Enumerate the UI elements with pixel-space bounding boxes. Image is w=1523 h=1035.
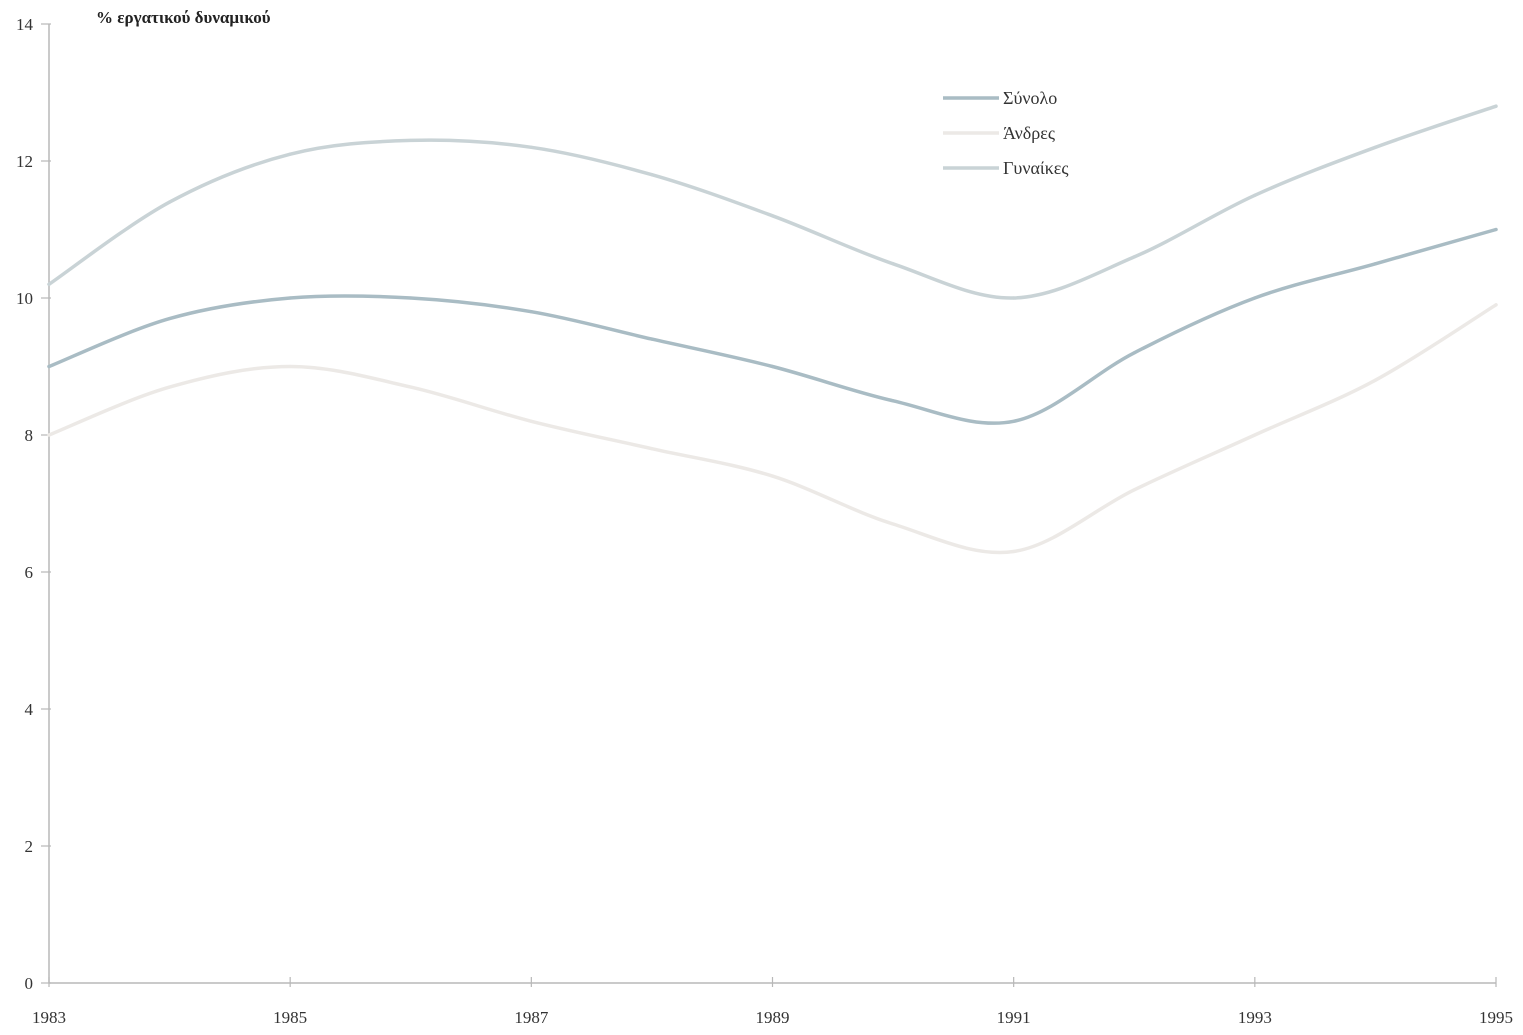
series-1-point <box>167 385 172 389</box>
series-1-line <box>47 303 1498 555</box>
y-tick-label: 0 <box>25 974 34 993</box>
y-tick-label: 2 <box>25 837 34 856</box>
series-0-point <box>47 364 51 369</box>
series-2-point <box>1373 145 1378 149</box>
series-0-point <box>529 310 533 314</box>
series-2-point <box>529 145 533 149</box>
x-tick-label: 1985 <box>273 1008 307 1027</box>
series-2-point <box>1012 296 1016 300</box>
legend: Σύνολο Άνδρες Γυναίκες <box>943 88 1069 178</box>
series-1-point <box>47 433 51 437</box>
series-1-point <box>891 522 895 526</box>
legend-label: Σύνολο <box>1003 88 1057 108</box>
x-tick-label: 1983 <box>32 1008 66 1027</box>
y-tick-label: 12 <box>16 152 33 171</box>
series-1-point <box>770 474 775 478</box>
series-0-point <box>650 337 654 341</box>
x-tick-label: 1987 <box>514 1008 549 1027</box>
series-1-point <box>409 385 413 389</box>
legend-label: Άνδρες <box>1003 123 1055 143</box>
series-0-point <box>167 316 172 321</box>
y-tick-label: 8 <box>25 426 34 445</box>
legend-label: Γυναίκες <box>1003 158 1069 178</box>
series-1-point <box>1132 488 1136 492</box>
series-2-point <box>47 282 51 286</box>
y-tick-label: 10 <box>16 289 33 308</box>
series-0-point <box>1132 351 1136 355</box>
series-2-line <box>47 104 1498 300</box>
series-0-point <box>1373 262 1378 266</box>
x-tick-label: 1993 <box>1238 1008 1272 1027</box>
series-0-point <box>288 296 292 300</box>
series-0-point <box>409 296 413 300</box>
series-1-point <box>288 364 292 369</box>
series-1-point <box>529 419 533 423</box>
series-2-point <box>1494 104 1498 108</box>
series-0-point <box>770 364 775 369</box>
y-tick-label: 14 <box>16 15 34 34</box>
series-0-point <box>891 399 895 403</box>
series-2-point <box>288 152 292 156</box>
series-2-point <box>409 138 413 143</box>
series-2-point <box>1132 255 1136 259</box>
series-layer <box>47 104 1498 555</box>
x-tick-label: 1995 <box>1479 1008 1513 1027</box>
series-0-line <box>47 227 1498 425</box>
series-0-point <box>1494 227 1498 232</box>
series-2-point <box>650 173 654 177</box>
y-tick-label: 6 <box>25 563 34 582</box>
series-2-point <box>891 262 895 266</box>
axes: 0 2 4 6 8 10 12 14 1983 1985 1987 1989 1991 1993 1995 <box>16 15 1513 1027</box>
series-1-point <box>1012 549 1016 554</box>
series-2-point <box>770 214 775 218</box>
y-tick-label: 4 <box>25 700 34 719</box>
series-1-point <box>1494 303 1498 307</box>
series-0-point <box>1012 419 1016 423</box>
series-1-point <box>1373 378 1378 382</box>
series-2-point <box>1253 193 1257 197</box>
series-1-point <box>650 447 654 451</box>
x-tick-label: 1991 <box>997 1008 1031 1027</box>
x-tick-label: 1989 <box>756 1008 790 1027</box>
series-1-point <box>1253 433 1257 437</box>
series-2-point <box>167 200 172 204</box>
series-0-point <box>1253 296 1257 300</box>
y-axis-label: % εργατικού δυναμικού <box>96 8 271 27</box>
